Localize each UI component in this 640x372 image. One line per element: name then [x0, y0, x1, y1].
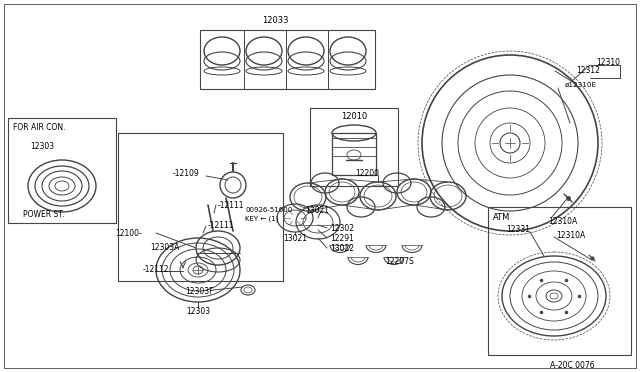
- Text: 12303: 12303: [186, 308, 210, 317]
- Text: ATM: ATM: [493, 212, 510, 221]
- Text: 12303A: 12303A: [150, 243, 179, 251]
- Text: FOR AIR CON.: FOR AIR CON.: [13, 122, 65, 131]
- Bar: [488, 207, 631, 355]
- Text: 12310: 12310: [596, 58, 620, 67]
- Text: 12312: 12312: [576, 65, 600, 74]
- Text: 12303F: 12303F: [185, 288, 214, 296]
- Bar: [118, 133, 283, 281]
- Text: -12111: -12111: [218, 201, 244, 209]
- Text: ø12310E: ø12310E: [565, 82, 597, 88]
- Text: 12207S: 12207S: [385, 257, 413, 266]
- Text: -12109: -12109: [173, 169, 200, 177]
- Text: 12303: 12303: [30, 141, 54, 151]
- Text: -12111: -12111: [208, 221, 234, 230]
- Text: 12302: 12302: [330, 224, 354, 232]
- Bar: [8, 118, 116, 223]
- Text: 12310A: 12310A: [548, 217, 577, 225]
- Text: 12100-: 12100-: [115, 228, 141, 237]
- Bar: [332, 133, 376, 175]
- Text: 12010: 12010: [341, 112, 367, 121]
- Text: KEY ← (1): KEY ← (1): [245, 216, 278, 222]
- Text: 00926-51600: 00926-51600: [245, 207, 292, 213]
- Text: 12331: 12331: [506, 224, 530, 234]
- Text: 12200: 12200: [355, 169, 379, 177]
- Text: 12291: 12291: [330, 234, 354, 243]
- Text: POWER ST.: POWER ST.: [23, 209, 65, 218]
- Text: A-20C 0076: A-20C 0076: [550, 360, 595, 369]
- Text: 13022: 13022: [330, 244, 354, 253]
- Text: 13021: 13021: [283, 234, 307, 243]
- Text: 12033: 12033: [262, 16, 288, 25]
- Text: 12310A: 12310A: [556, 231, 585, 240]
- Text: 13021: 13021: [305, 205, 329, 215]
- Bar: [200, 30, 375, 89]
- Text: -12112: -12112: [143, 264, 170, 273]
- Bar: [310, 108, 398, 186]
